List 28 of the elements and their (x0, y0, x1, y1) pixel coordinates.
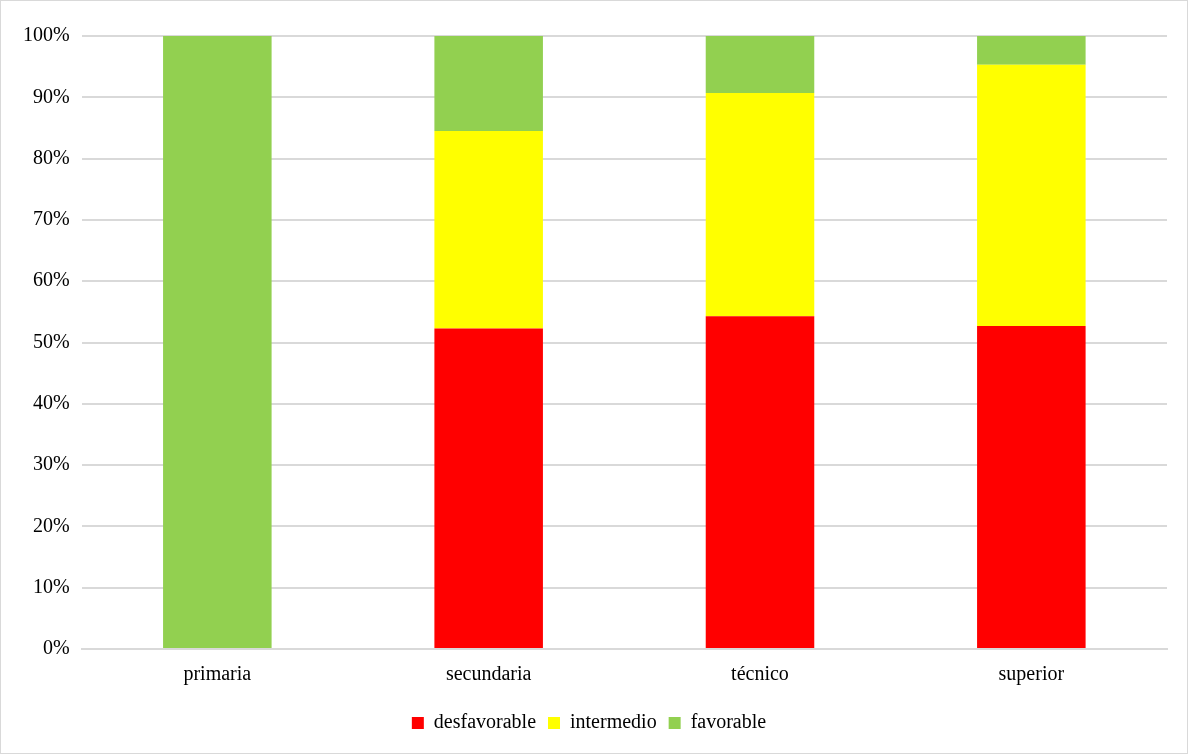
y-tick-label: 90% (32, 84, 70, 107)
x-tick-label: técnico (731, 662, 789, 685)
y-tick-label: 100% (22, 23, 70, 46)
y-tick-label: 70% (32, 207, 70, 230)
bar (705, 316, 815, 648)
bar (434, 328, 543, 648)
legend-label: desfavorable (433, 710, 537, 733)
y-tick-label: 20% (32, 513, 70, 536)
bar (977, 325, 1086, 648)
x-tick-label: primaria (183, 662, 252, 686)
y-tick-label: 0% (42, 636, 70, 659)
bar (163, 36, 272, 648)
bar (977, 36, 1086, 65)
x-tick-label: secundaria (445, 662, 532, 685)
bar (434, 131, 543, 329)
y-tick-label: 80% (32, 145, 70, 168)
x-tick-label: superior (998, 662, 1065, 686)
legend-label: intermedio (570, 710, 657, 733)
bar (705, 36, 815, 94)
y-tick-label: 50% (32, 329, 70, 352)
y-tick-label: 10% (32, 574, 70, 597)
y-tick-label: 60% (32, 268, 70, 291)
legend-label: favorable (690, 710, 767, 733)
y-tick-label: 30% (32, 452, 70, 475)
bar (977, 64, 1086, 326)
bar (705, 93, 815, 317)
y-tick-label: 40% (32, 391, 70, 414)
bar (434, 36, 543, 132)
